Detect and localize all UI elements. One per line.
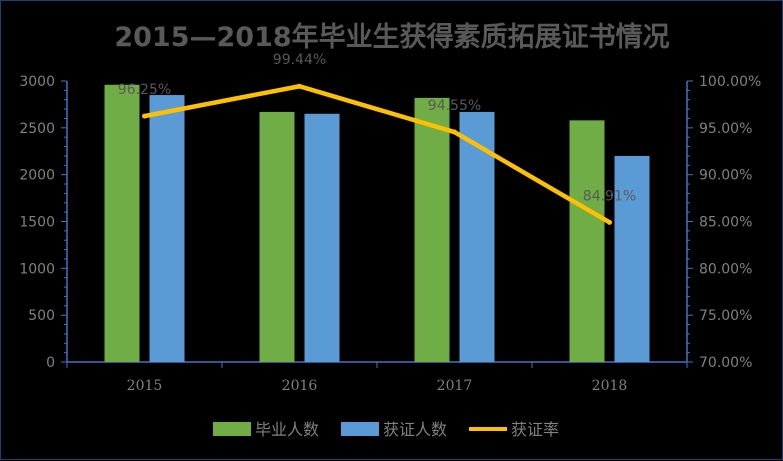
bar-获证人数-2015 (149, 95, 185, 363)
x-tick-label: 2018 (592, 378, 628, 394)
y-left-tick-label: 3000 (19, 74, 55, 90)
data-label-2018: 84.91% (583, 188, 636, 204)
y-left-tick-label: 2500 (19, 121, 55, 137)
y-left-tick-label: 2000 (19, 168, 55, 184)
bar-获证人数-2018 (614, 155, 650, 362)
y-left-tick-label: 500 (28, 308, 55, 324)
legend-label-获证率: 获证率 (511, 420, 559, 439)
line-series (142, 83, 612, 225)
bar-获证人数-2016 (304, 113, 340, 363)
data-label-2015: 96.25% (118, 82, 171, 98)
data-label-2016: 99.44% (273, 52, 326, 68)
bar-毕业人数-2016 (259, 111, 295, 362)
y-right-tick-label: 70.00% (699, 355, 752, 371)
y-right-tick-label: 100.00% (699, 74, 761, 90)
point-获证率-2017 (452, 129, 457, 135)
data-label-2017: 94.55% (428, 98, 481, 114)
y-left-tick-label: 1500 (19, 215, 55, 231)
legend-swatch-毕业人数 (213, 422, 251, 436)
y-right-tick-label: 90.00% (699, 168, 752, 184)
y-right-tick-label: 85.00% (699, 215, 752, 231)
y-right-tick-label: 95.00% (699, 121, 752, 137)
point-获证率-2015 (142, 113, 147, 119)
bar-毕业人数-2017 (414, 97, 450, 363)
y-right-tick-label: 75.00% (699, 308, 752, 324)
bar-毕业人数-2018 (569, 120, 605, 362)
x-tick-label: 2016 (282, 378, 318, 394)
point-获证率-2018 (607, 219, 612, 225)
legend: 毕业人数 获证人数 获证率 (213, 420, 559, 439)
bar-毕业人数-2015 (104, 84, 140, 362)
x-tick-label: 2015 (127, 378, 163, 394)
bar-获证人数-2017 (459, 111, 495, 362)
bar-series (104, 84, 650, 363)
y-left-tick-label: 1000 (19, 261, 55, 277)
point-获证率-2016 (297, 83, 302, 89)
chart-title: 2015—2018年毕业生获得素质拓展证书情况 (114, 21, 669, 53)
legend-label-获证人数: 获证人数 (383, 420, 447, 439)
legend-label-毕业人数: 毕业人数 (255, 420, 319, 439)
data-labels: 96.25% 99.44% 94.55% 84.91% (118, 52, 636, 204)
y-right-tick-label: 80.00% (699, 261, 752, 277)
x-tick-label: 2017 (437, 378, 473, 394)
line-获证率 (142, 83, 612, 225)
legend-swatch-获证人数 (341, 422, 379, 436)
y-left-tick-label: 0 (46, 355, 55, 371)
